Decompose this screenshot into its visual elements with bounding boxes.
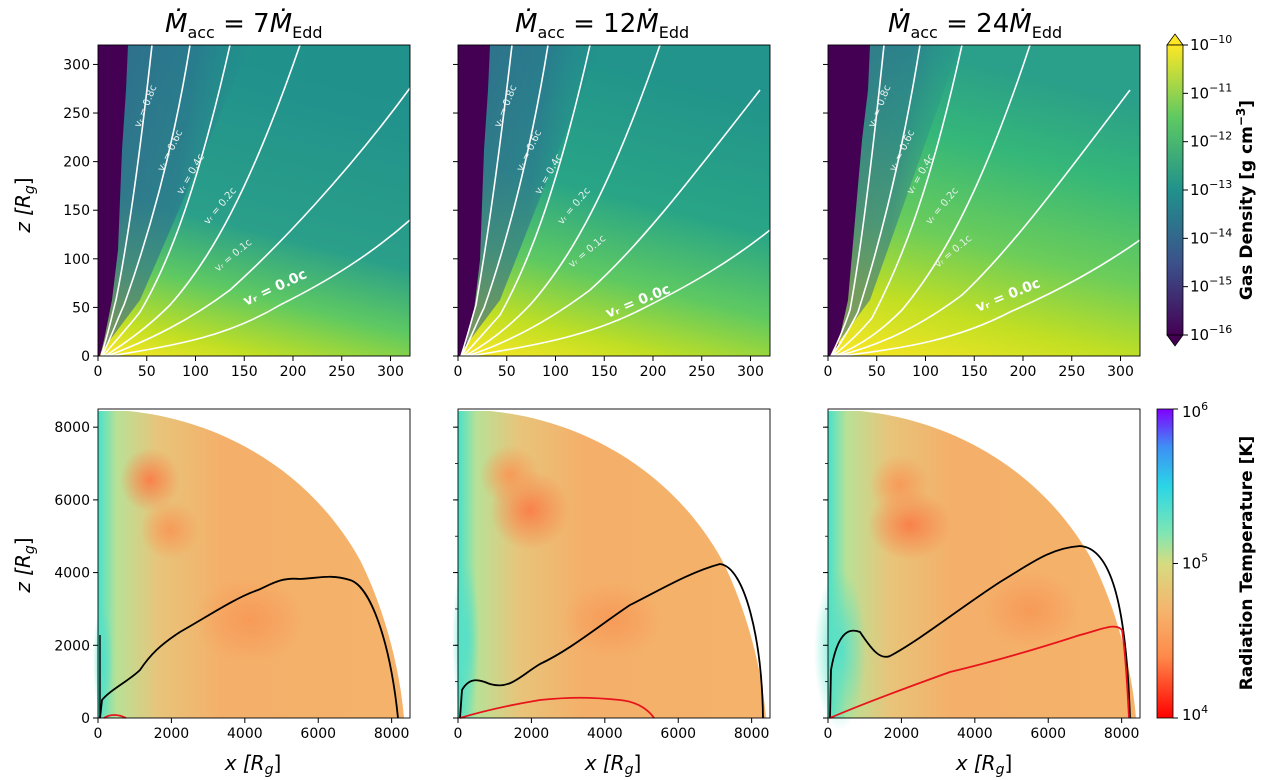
- temperature-colorbar-label: Radiation Temperature [K]: [1237, 436, 1257, 691]
- temperature-frame-2: [457, 408, 771, 719]
- density-colorbar-tick-label: 10−13: [1190, 178, 1232, 199]
- density-x-tick-label: 100: [542, 364, 569, 380]
- density-colorbar: 10−10 10−11 10−12 10−13 10−14 10−15 10−16 Gas …: [1166, 33, 1257, 347]
- density-y-tick-label: 100: [63, 252, 90, 268]
- temperature-x-tick-label: 6000: [660, 726, 696, 742]
- density-x-tick-label: 100: [912, 364, 939, 380]
- density-x-tick-label: 100: [182, 364, 209, 380]
- density-x-tick-label: 300: [1107, 364, 1134, 380]
- density-y-tick-label: 250: [63, 106, 90, 122]
- temperature-x-tick-label: 4000: [227, 726, 263, 742]
- temperature-y-tick-label: 4000: [54, 566, 90, 582]
- density-colorbar-label: Gas Density [g cm−3]: [1234, 100, 1257, 300]
- density-x-tick-label: 250: [328, 364, 355, 380]
- temperature-x-tick-label: 8000: [734, 726, 770, 742]
- density-colorbar-tick-label: 10−15: [1190, 275, 1232, 296]
- temperature-frame-3: [827, 408, 1141, 719]
- temperature-y-tick-label: 2000: [54, 638, 90, 654]
- density-x-tick-label: 0: [824, 364, 833, 380]
- x-axis-label-2: x [Rg]: [584, 751, 642, 778]
- density-x-tick-label: 250: [1058, 364, 1085, 380]
- density-x-tick-label: 200: [640, 364, 667, 380]
- density-colorbar-ticks: 10−10 10−11 10−12 10−13 10−14 10−15 10−16: [1183, 33, 1232, 344]
- density-x-tick-label: 150: [591, 364, 618, 380]
- density-x-tick-label: 0: [94, 364, 103, 380]
- temperature-x-tick-label: 4000: [957, 726, 993, 742]
- density-y-tick-label: 50: [72, 300, 90, 316]
- density-y-tick-label: 200: [63, 155, 90, 171]
- temperature-y-tick-label: 6000: [54, 493, 90, 509]
- panel-title-1: Ṁacc = 7ṀEdd: [165, 7, 323, 42]
- temperature-x-tick-label: 2000: [884, 726, 920, 742]
- density-x-tick-label: 150: [231, 364, 258, 380]
- density-y-tick-label: 0: [81, 349, 90, 365]
- temperature-x-tick-label: 6000: [1030, 726, 1066, 742]
- temperature-colorbar-ticks: 106 105 104: [1173, 400, 1208, 724]
- svg-text:Ṁacc = 12ṀEdd: Ṁacc = 12ṀEdd: [515, 7, 689, 42]
- svg-text:Ṁacc = 24ṀEdd: Ṁacc = 24ṀEdd: [888, 7, 1062, 42]
- temperature-x-tick-label: 8000: [1104, 726, 1140, 742]
- density-panel-3: vᵣ = 0.8c vᵣ = 0.6c vᵣ = 0.4c vᵣ = 0.2c …: [828, 44, 1141, 357]
- density-y-tick-label: 300: [63, 57, 90, 73]
- axes-layer: 0 50 100 150 200 250 300 0 50 100 150 200 250 300 0 50 1…: [54, 44, 1141, 742]
- temperature-y-tick-label: 0: [81, 711, 90, 727]
- density-colorbar-tick-label: 10−11: [1190, 81, 1232, 102]
- density-x-tick-label: 250: [688, 364, 715, 380]
- temperature-colorbar: 106 105 104 Radiation Temperature [K]: [1156, 400, 1257, 724]
- x-axis-label-1: x [Rg]: [224, 751, 282, 778]
- density-y-tick-label: 150: [63, 203, 90, 219]
- density-x-tick-label: 300: [737, 364, 764, 380]
- density-x-tick-label: 0: [454, 364, 463, 380]
- temperature-x-tick-label: 0: [824, 726, 833, 742]
- density-frame-2: [457, 44, 771, 357]
- density-colorbar-tick-label: 10−12: [1190, 130, 1232, 151]
- temperature-colorbar-tick-label: 104: [1182, 703, 1208, 724]
- x-axis-label-3: x [Rg]: [955, 751, 1013, 778]
- temperature-panel-2: [452, 409, 770, 720]
- temperature-x-tick-label: 4000: [587, 726, 623, 742]
- temperature-frame-1: [97, 408, 411, 719]
- density-x-tick-label: 50: [138, 364, 156, 380]
- temperature-x-tick-label: 2000: [514, 726, 550, 742]
- density-colorbar-tick-label: 10−16: [1190, 323, 1232, 344]
- temperature-x-tick-label: 0: [94, 726, 103, 742]
- temperature-panel-3: [814, 409, 1140, 730]
- density-x-tick-label: 200: [280, 364, 307, 380]
- panel-titles: Ṁacc = 7ṀEdd Ṁacc = 12ṀEdd Ṁacc = 24ṀEdd: [165, 7, 1062, 42]
- temperature-x-tick-label: 6000: [300, 726, 336, 742]
- density-colorbar-tick-label: 10−10: [1190, 33, 1232, 54]
- temperature-y-tick-label: 8000: [54, 420, 90, 436]
- temperature-panel-1: [93, 409, 410, 719]
- density-panel-1: vᵣ = 0.8c vᵣ = 0.6c vᵣ = 0.4c vᵣ = 0.2c …: [98, 44, 411, 357]
- bottom-y-axis-label: z [Rg]: [11, 537, 38, 593]
- density-x-tick-label: 50: [868, 364, 886, 380]
- temperature-x-tick-label: 0: [454, 726, 463, 742]
- density-x-tick-label: 300: [377, 364, 404, 380]
- temperature-row: [93, 409, 1140, 730]
- density-frame-3: [827, 44, 1141, 357]
- temperature-colorbar-tick-label: 106: [1182, 400, 1208, 421]
- density-colorbar-tick-label: 10−14: [1190, 226, 1232, 247]
- density-x-tick-label: 200: [1010, 364, 1037, 380]
- top-y-axis-label: z [Rg]: [11, 177, 38, 233]
- density-panel-2: vᵣ = 0.8c vᵣ = 0.6c vᵣ = 0.4c vᵣ = 0.2c …: [458, 44, 771, 357]
- temperature-colorbar-tick-label: 105: [1182, 552, 1208, 573]
- panel-title-2: Ṁacc = 12ṀEdd: [515, 7, 689, 42]
- panel-title-3: Ṁacc = 24ṀEdd: [888, 7, 1062, 42]
- temperature-x-tick-label: 2000: [154, 726, 190, 742]
- svg-text:Ṁacc = 7ṀEdd: Ṁacc = 7ṀEdd: [165, 7, 323, 42]
- density-x-tick-label: 50: [498, 364, 516, 380]
- density-x-tick-label: 150: [961, 364, 988, 380]
- temperature-x-tick-label: 8000: [374, 726, 410, 742]
- density-frame-1: [97, 44, 411, 357]
- density-row: vᵣ = 0.8c vᵣ = 0.6c vᵣ = 0.4c vᵣ = 0.2c …: [98, 44, 1141, 357]
